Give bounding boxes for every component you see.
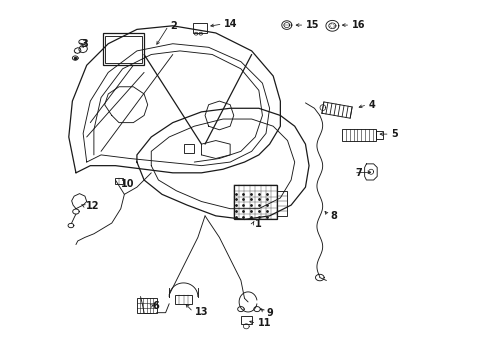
Bar [115, 178, 122, 184]
Text: 2: 2 [170, 21, 177, 31]
Text: 7: 7 [355, 168, 362, 178]
Text: 9: 9 [266, 308, 273, 318]
Text: 4: 4 [368, 100, 375, 110]
Text: 1: 1 [254, 219, 261, 229]
Text: 16: 16 [351, 20, 365, 30]
Bar [192, 23, 206, 33]
Text: 10: 10 [121, 179, 134, 189]
Text: 13: 13 [195, 307, 208, 317]
Bar [233, 185, 276, 220]
Text: 11: 11 [258, 319, 271, 328]
Text: 14: 14 [224, 19, 238, 29]
Bar [241, 316, 251, 324]
Bar [342, 130, 376, 141]
Bar [137, 298, 156, 313]
Bar [376, 131, 383, 139]
Bar [175, 295, 192, 304]
Bar [102, 33, 144, 65]
Text: 8: 8 [330, 211, 337, 221]
Bar [105, 36, 142, 63]
Text: 5: 5 [391, 129, 397, 139]
Text: 3: 3 [81, 40, 88, 49]
Text: 6: 6 [152, 301, 159, 311]
Text: 12: 12 [86, 201, 99, 211]
Text: 15: 15 [305, 20, 319, 30]
Bar [276, 191, 286, 216]
Bar [183, 144, 194, 153]
